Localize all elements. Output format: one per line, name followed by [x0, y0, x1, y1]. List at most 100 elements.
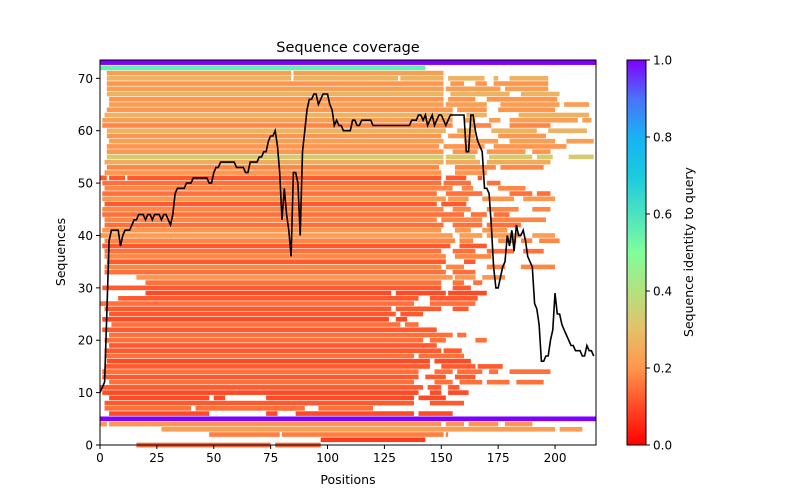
coverage-segment: [454, 275, 476, 280]
coverage-segment: [102, 243, 451, 249]
coverage-segment: [493, 144, 567, 149]
coverage-segment: [448, 96, 476, 102]
coverage-segment: [457, 369, 483, 374]
coverage-segment: [464, 138, 499, 144]
coverage-segment: [106, 107, 453, 113]
coverage-segment: [520, 264, 556, 270]
coverage-segment: [464, 117, 476, 123]
coverage-segment: [477, 364, 503, 369]
coverage-segment: [450, 81, 465, 86]
coverage-segment: [491, 128, 537, 134]
coverage-segment: [434, 379, 453, 385]
coverage-segment: [109, 102, 444, 107]
chart-title: Sequence coverage: [276, 40, 420, 56]
coverage-segment: [448, 390, 469, 395]
coverage-segment: [429, 400, 465, 406]
coverage-segment: [452, 280, 465, 285]
coverage-segment: [100, 65, 426, 71]
coverage-segment: [459, 238, 474, 244]
coverage-segment: [486, 248, 515, 254]
axes-frame: [99, 59, 597, 446]
coverage-segment: [104, 254, 446, 259]
coverage-segment: [106, 86, 444, 92]
x-tick-label: 100: [316, 451, 339, 465]
coverage-segment: [523, 196, 556, 202]
coverage-segment: [459, 379, 483, 385]
coverage-segment: [100, 416, 596, 422]
coverage-segment: [441, 364, 476, 369]
coverage-segment: [486, 264, 505, 270]
coverage-segment: [102, 206, 444, 212]
coverage-segment: [459, 233, 483, 238]
y-tick-label: 0: [85, 439, 93, 453]
coverage-segment: [489, 154, 533, 160]
y-tick-label: 70: [78, 72, 93, 86]
coverage-segment: [445, 175, 467, 181]
coverage-segment: [106, 259, 446, 264]
coverage-segment: [564, 102, 590, 107]
coverage-segment: [452, 222, 483, 228]
coverage-segment: [429, 390, 442, 395]
coverage-segment: [486, 159, 551, 165]
coverage-segment: [395, 316, 408, 322]
coverage-segment: [441, 217, 483, 223]
y-tick-label: 30: [78, 281, 93, 295]
coverage-segment: [493, 81, 549, 86]
coverage-segment: [104, 222, 444, 228]
coverage-segment: [213, 395, 226, 401]
coverage-segment: [518, 112, 590, 118]
coverage-segment: [109, 395, 210, 401]
x-tick-label: 200: [544, 451, 567, 465]
coverage-segment: [452, 269, 476, 275]
coverage-segment: [102, 369, 419, 374]
coverage-segment: [104, 238, 455, 244]
coverage-segment: [448, 76, 485, 81]
coverage-segment: [568, 154, 594, 160]
colorbar-tick-label: 0.4: [653, 285, 672, 299]
coverage-segment: [395, 290, 446, 296]
coverage-segment: [454, 227, 471, 233]
coverage-segment: [127, 175, 442, 181]
coverage-segment: [536, 154, 553, 160]
coverage-segment: [106, 358, 430, 364]
coverage-segment: [536, 191, 551, 196]
coverage-segment: [106, 154, 444, 160]
coverage-segment: [104, 264, 442, 270]
coverage-segment: [418, 395, 446, 401]
coverage-segment: [104, 248, 442, 254]
coverage-segment: [445, 191, 483, 196]
coverage-segment: [489, 369, 499, 374]
coverage-segment: [532, 233, 556, 238]
coverage-segment: [457, 332, 467, 338]
coverage-segment: [209, 432, 280, 437]
coverage-segment: [272, 406, 296, 411]
coverage-segment: [532, 206, 551, 212]
coverage-segment: [504, 421, 533, 427]
coverage-segment: [100, 175, 107, 181]
coverage-segment: [448, 385, 460, 390]
coverage-segment: [102, 374, 419, 380]
coverage-segment: [441, 201, 467, 207]
coverage-segment: [106, 149, 444, 154]
coverage-segment: [104, 186, 453, 191]
coverage-segment: [104, 201, 437, 207]
coverage-segment: [509, 123, 551, 128]
coverage-segment: [434, 358, 471, 364]
coverage-segment: [498, 186, 526, 191]
coverage-segment: [523, 248, 544, 254]
coverage-segment: [104, 348, 442, 354]
coverage-rows: [100, 60, 596, 448]
coverage-segment: [548, 128, 587, 134]
coverage-segment: [102, 191, 437, 196]
coverage-segment: [516, 379, 544, 385]
colorbar-tick-label: 0.2: [653, 362, 672, 376]
coverage-segment: [475, 81, 487, 86]
coverage-segment: [459, 243, 487, 249]
coverage-segment: [454, 374, 476, 380]
coverage-segment: [473, 280, 483, 285]
coverage-segment: [498, 107, 556, 113]
coverage-segment: [454, 165, 496, 170]
coverage-segment: [161, 426, 556, 432]
coverage-segment: [266, 395, 414, 401]
coverage-segment: [102, 196, 446, 202]
